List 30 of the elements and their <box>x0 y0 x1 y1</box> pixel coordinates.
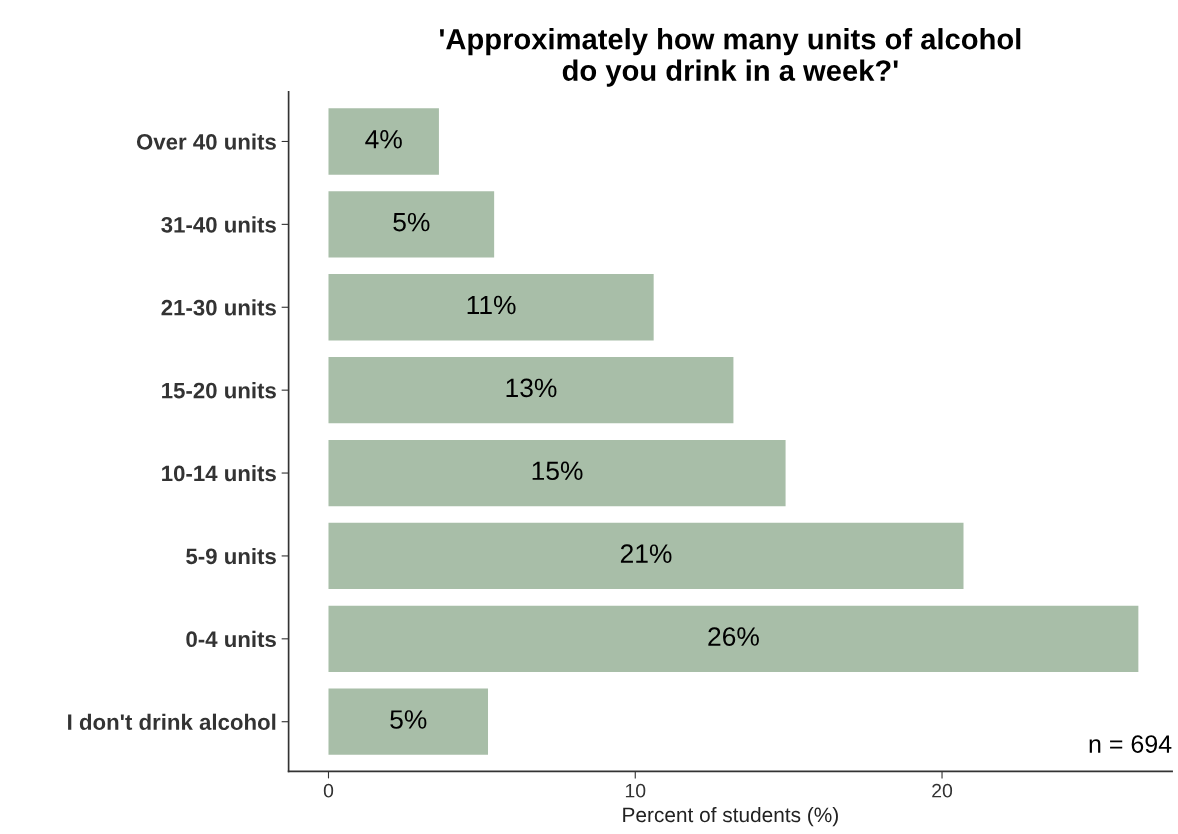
y-tick-label: 15-20 units <box>162 382 276 399</box>
y-tick-label: 21-30 units <box>161 299 276 316</box>
data-label: 11% <box>467 295 516 315</box>
y-tick-label: 0-4 units <box>186 630 276 648</box>
data-label: 21% <box>620 544 672 563</box>
bar <box>328 522 964 590</box>
bar <box>328 605 1139 672</box>
annotation: n = 694 <box>1089 735 1172 753</box>
data-label: 26% <box>708 627 759 646</box>
bar <box>328 274 654 341</box>
x-tick-label: 10 <box>625 783 646 798</box>
x-tick-label: 0 <box>323 783 334 798</box>
bar <box>328 439 786 507</box>
bar <box>328 356 734 424</box>
data-label: 5% <box>393 212 430 232</box>
data-label: 15% <box>532 461 583 481</box>
x-axis-title: Percent of students (%) <box>623 806 838 827</box>
data-label: 5% <box>390 710 427 729</box>
bar <box>328 688 489 755</box>
bar <box>328 191 495 258</box>
y-tick-label: 31-40 units <box>161 216 276 233</box>
chart-title: 'Approximately how many units of alcohol do you drink in a week?' <box>440 28 1021 87</box>
bar <box>328 108 439 175</box>
y-tick-label: 5-9 units <box>186 547 276 565</box>
y-tick-label: 10-14 units <box>162 464 276 482</box>
x-tick-label: 20 <box>932 783 953 798</box>
data-label: 4% <box>365 129 402 149</box>
data-label: 13% <box>506 378 557 398</box>
y-tick-label: I don't drink alcohol <box>68 713 276 730</box>
y-tick-label: Over 40 units <box>136 133 276 150</box>
